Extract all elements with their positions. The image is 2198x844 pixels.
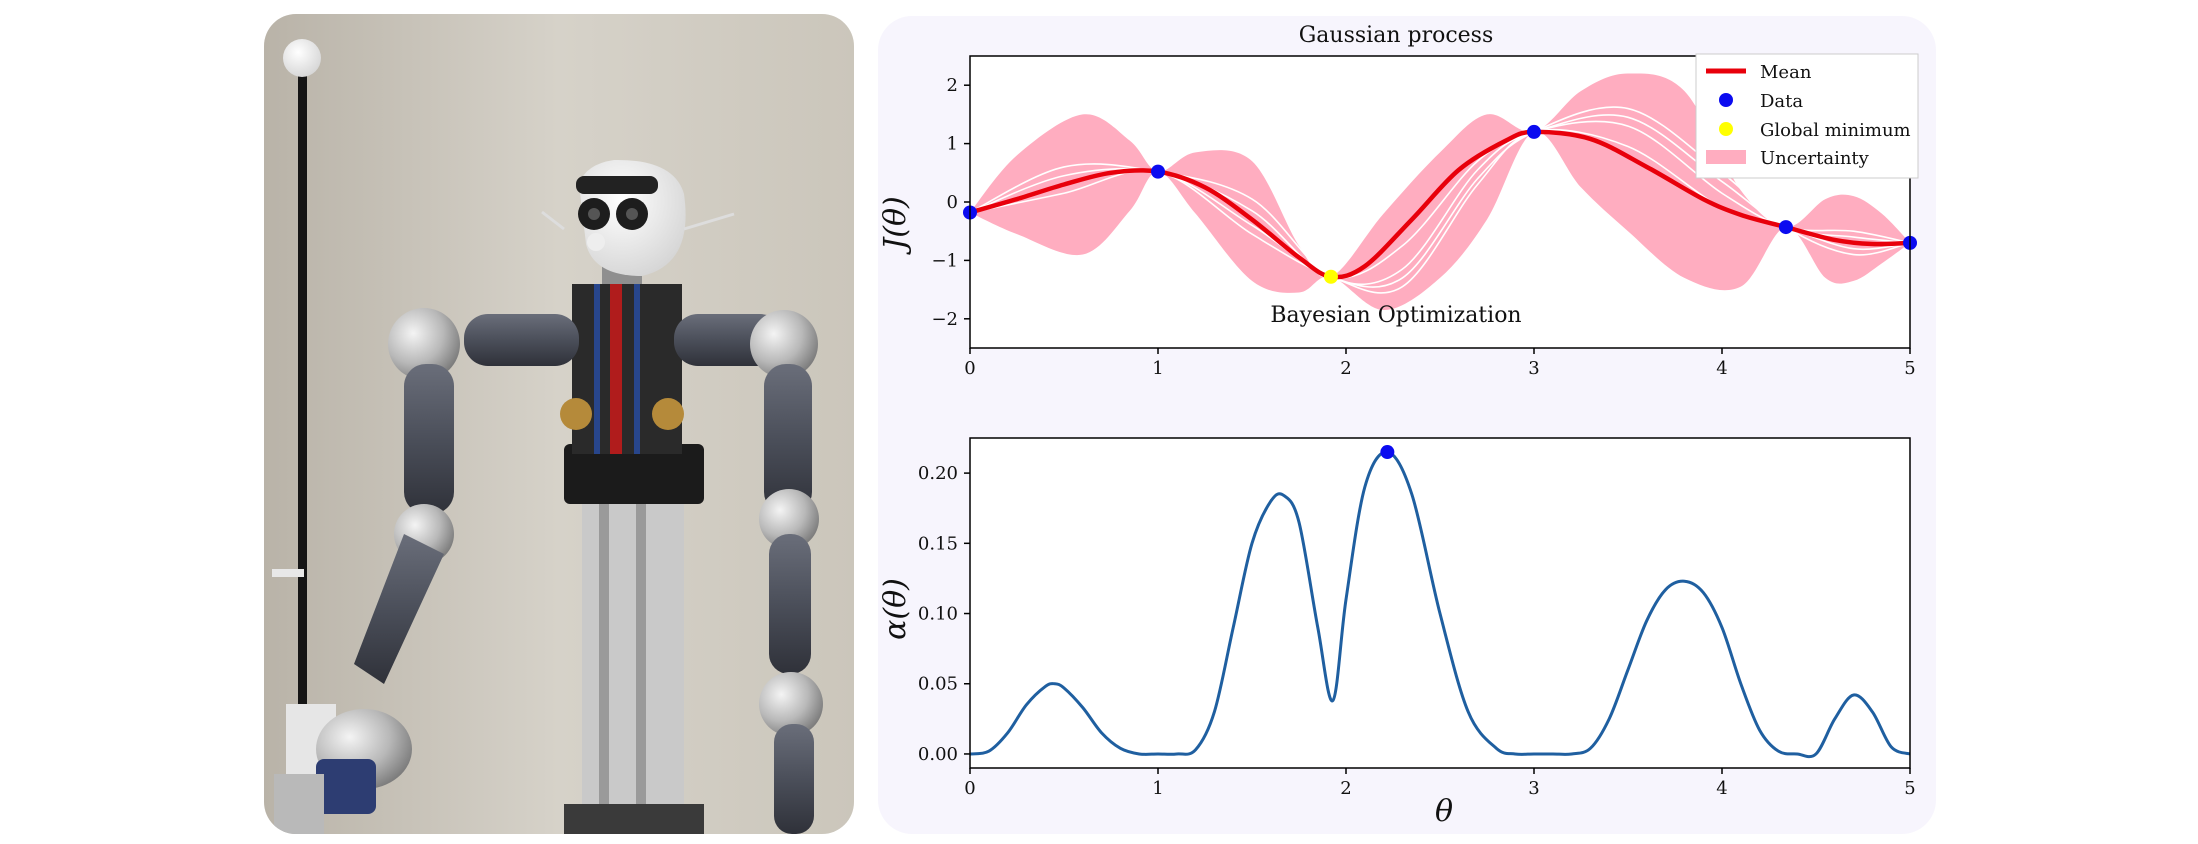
gp-data-point — [1778, 220, 1793, 235]
gp-x-tick-label: 5 — [1904, 358, 1915, 379]
robot-illustration — [264, 14, 854, 834]
acquisition-maximum-point — [1380, 445, 1395, 460]
right-arm — [674, 310, 823, 834]
support-column — [564, 444, 704, 834]
gp-y-tick-label: 2 — [947, 75, 958, 96]
chart-panel: Gaussian process 0 1 2 3 4 5 −2 −1 0 1 2 J(θ) Mean… — [878, 16, 1936, 834]
legend-data-swatch — [1719, 93, 1733, 107]
legend-minimum-swatch — [1719, 122, 1733, 136]
gp-y-axis-label: J(θ) — [878, 196, 913, 256]
robot-photo — [264, 14, 854, 834]
gp-x-tick-label: 0 — [964, 358, 975, 379]
bo-y-tick-label: 0.15 — [918, 533, 958, 554]
gp-mean-line — [969, 129, 1911, 280]
bo-x-tick-label: 0 — [964, 778, 975, 799]
bo-x-tick-label: 2 — [1340, 778, 1351, 799]
bo-plot-area: 0 1 2 3 4 5 0.00 0.05 0.10 0.15 0.20 — [918, 437, 1916, 799]
bo-y-axis-label: α(θ) — [878, 578, 913, 640]
bo-y-tick-label: 0.20 — [918, 463, 958, 484]
legend-data-label: Data — [1760, 91, 1803, 112]
legend-uncertainty-swatch — [1706, 150, 1746, 164]
gp-data-point — [1527, 124, 1541, 139]
gp-x-tick-label: 3 — [1528, 358, 1539, 379]
gp-data-point — [1151, 164, 1165, 179]
torso — [560, 244, 684, 454]
acquisition-line — [969, 450, 1911, 759]
bo-plot-background — [970, 438, 1910, 768]
gp-x-tick-label: 1 — [1152, 358, 1163, 379]
gp-global-minimum-point — [1323, 269, 1338, 284]
gp-x-tick-label: 4 — [1716, 358, 1727, 379]
gp-chart-title: Gaussian process — [1299, 23, 1494, 48]
wall-background — [264, 14, 854, 834]
left-arm — [274, 308, 579, 834]
bo-chart-title: Bayesian Optimization — [1270, 303, 1521, 328]
charts-svg: Gaussian process 0 1 2 3 4 5 −2 −1 0 1 2 J(θ) Mean… — [878, 23, 1919, 829]
bo-x-tick-label: 3 — [1528, 778, 1539, 799]
bo-y-tick-label: 0.05 — [918, 674, 958, 695]
gp-x-tick-label: 2 — [1340, 358, 1351, 379]
gp-y-tick-label: 1 — [947, 134, 958, 155]
gp-y-tick-label: −2 — [931, 309, 958, 330]
gp-legend: Mean Data Global minimum Uncertainty — [1695, 53, 1919, 179]
legend-mean-label: Mean — [1760, 62, 1812, 83]
bo-y-tick-label: 0.00 — [918, 744, 958, 765]
gp-y-tick-label: −1 — [931, 250, 958, 271]
bo-y-tick-label: 0.10 — [918, 604, 958, 625]
bo-x-tick-label: 5 — [1904, 778, 1915, 799]
bo-x-axis-label: θ — [1435, 794, 1453, 829]
legend-minimum-label: Global minimum — [1760, 120, 1911, 141]
bo-frame — [969, 437, 1911, 769]
robot-head — [541, 159, 735, 276]
bo-x-tick-label: 1 — [1152, 778, 1163, 799]
gp-y-tick-label: 0 — [947, 192, 958, 213]
bo-x-tick-label: 4 — [1716, 778, 1727, 799]
legend-uncertainty-label: Uncertainty — [1760, 148, 1870, 169]
